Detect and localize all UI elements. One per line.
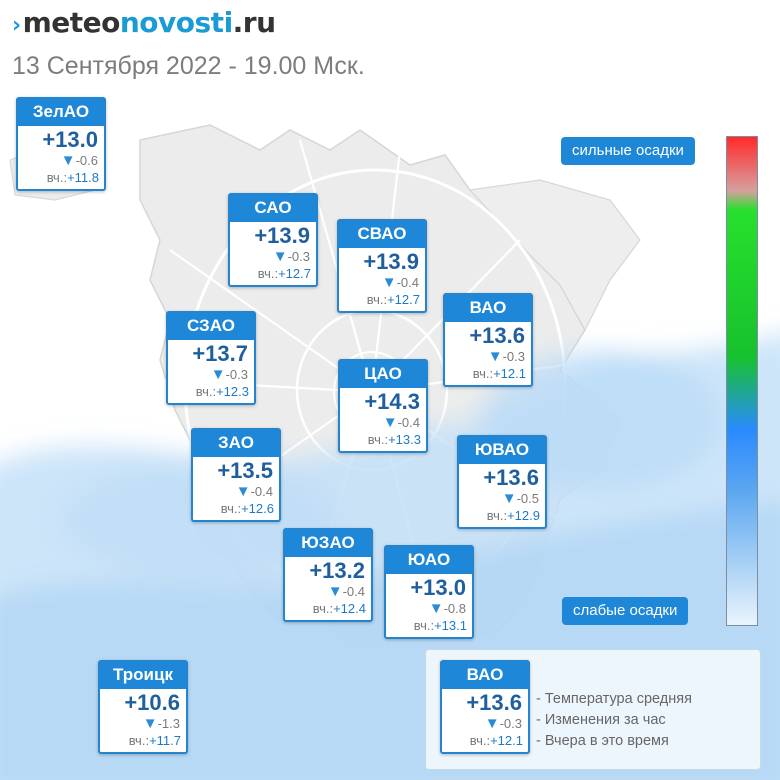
- hourly-change: ▼-0.4: [235, 483, 273, 500]
- yesterday-temperature: вч.:+12.3: [195, 384, 249, 399]
- district-name: ЦАО: [340, 361, 426, 388]
- yesterday-temperature: вч.:+13.3: [367, 432, 421, 447]
- district-card-cao: ЦАО +14.3 ▼-0.4 вч.:+13.3: [338, 359, 428, 453]
- down-triangle-icon: ▼: [272, 248, 288, 265]
- hourly-change: ▼-0.4: [382, 414, 420, 431]
- precipitation-colorbar: [726, 136, 758, 626]
- down-triangle-icon: ▼: [428, 600, 444, 617]
- down-triangle-icon: ▼: [142, 715, 158, 732]
- district-card-sao: САО +13.9 ▼-0.3 вч.:+12.7: [228, 193, 318, 287]
- temperature-average: +13.7: [192, 341, 248, 366]
- temperature-average: +13.9: [363, 249, 419, 274]
- legend-line-average: - Температура средняя: [536, 691, 692, 707]
- down-triangle-icon: ▼: [235, 483, 251, 500]
- down-triangle-icon: ▼: [381, 274, 397, 291]
- yesterday-temperature: вч.:+13.1: [413, 618, 467, 633]
- district-card-szao: СЗАО +13.7 ▼-0.3 вч.:+12.3: [166, 311, 256, 405]
- temperature-average: +14.3: [364, 389, 420, 414]
- district-name: ЮЗАО: [285, 530, 371, 557]
- logo-text-domain: .ru: [232, 6, 276, 39]
- site-logo[interactable]: ›meteonovosti.ru: [12, 6, 276, 39]
- down-triangle-icon: ▼: [210, 366, 226, 383]
- district-card-vao: ВАО +13.6 ▼-0.3 вч.:+12.1: [443, 293, 533, 387]
- temperature-average: +13.5: [217, 458, 273, 483]
- hourly-change: ▼-0.8: [428, 600, 466, 617]
- temperature-average: +13.6: [469, 323, 525, 348]
- legend-descriptions: - Температура средняя - Изменения за час…: [536, 689, 692, 752]
- down-triangle-icon: ▼: [60, 152, 76, 169]
- logo-mark-icon: ›: [12, 13, 21, 38]
- hourly-change: ▼-0.3: [487, 348, 525, 365]
- temperature-average: +13.9: [254, 223, 310, 248]
- hourly-change: ▼-0.3: [272, 248, 310, 265]
- logo-text-meteo: meteo: [22, 6, 121, 39]
- district-name: СВАО: [339, 221, 425, 248]
- district-name: ЮВАО: [459, 437, 545, 464]
- district-card-yuvao: ЮВАО +13.6 ▼-0.5 вч.:+12.9: [457, 435, 547, 529]
- temperature-average: +13.2: [309, 558, 365, 583]
- yesterday-temperature: вч.:+12.1: [469, 733, 523, 748]
- district-name: САО: [230, 195, 316, 222]
- scale-label-light: слабые осадки: [562, 597, 689, 625]
- yesterday-temperature: вч.:+12.1: [472, 366, 526, 381]
- temperature-average: +10.6: [124, 690, 180, 715]
- district-card-troitsk: Троицк +10.6 ▼-1.3 вч.:+11.7: [98, 660, 188, 754]
- yesterday-temperature: вч.:+11.7: [128, 733, 181, 748]
- date-time-subtitle: 13 Сентября 2022 - 19.00 Мск.: [12, 52, 365, 80]
- down-triangle-icon: ▼: [501, 490, 517, 507]
- down-triangle-icon: ▼: [484, 715, 500, 732]
- legend-panel: ВАО +13.6 ▼-0.3 вч.:+12.1 - Температура …: [425, 649, 761, 770]
- down-triangle-icon: ▼: [382, 414, 398, 431]
- yesterday-temperature: вч.:+12.4: [312, 601, 366, 616]
- temperature-average: +13.0: [42, 127, 98, 152]
- district-name: ВАО: [445, 295, 531, 322]
- yesterday-temperature: вч.:+12.6: [220, 501, 274, 516]
- yesterday-temperature: вч.:+12.7: [366, 292, 420, 307]
- hourly-change: ▼-0.4: [381, 274, 419, 291]
- district-name: ЗАО: [193, 430, 279, 457]
- district-name: ЮАО: [386, 547, 472, 574]
- yesterday-temperature: вч.:+12.9: [486, 508, 540, 523]
- scale-label-heavy: сильные осадки: [561, 137, 695, 165]
- district-card-yuao: ЮАО +13.0 ▼-0.8 вч.:+13.1: [384, 545, 474, 639]
- district-name: ЗелАО: [18, 99, 104, 126]
- yesterday-temperature: вч.:+11.8: [46, 170, 99, 185]
- temperature-average: +13.0: [410, 575, 466, 600]
- yesterday-temperature: вч.:+12.7: [257, 266, 311, 281]
- hourly-change: ▼-0.6: [60, 152, 98, 169]
- district-card-yuzao: ЮЗАО +13.2 ▼-0.4 вч.:+12.4: [283, 528, 373, 622]
- hourly-change: ▼-0.4: [327, 583, 365, 600]
- district-name: СЗАО: [168, 313, 254, 340]
- district-name: Троицк: [100, 662, 186, 689]
- legend-line-change: - Изменения за час: [536, 712, 666, 728]
- temperature-average: +13.6: [466, 690, 522, 715]
- legend-line-yesterday: - Вчера в это время: [536, 733, 669, 749]
- down-triangle-icon: ▼: [327, 583, 343, 600]
- temperature-average: +13.6: [483, 465, 539, 490]
- hourly-change: ▼-0.3: [210, 366, 248, 383]
- hourly-change: ▼-1.3: [142, 715, 180, 732]
- district-card-svao: СВАО +13.9 ▼-0.4 вч.:+12.7: [337, 219, 427, 313]
- legend-example-card: ВАО +13.6 ▼-0.3 вч.:+12.1: [440, 660, 530, 754]
- logo-text-novosti: novosti: [119, 6, 233, 39]
- district-card-zelao: ЗелАО +13.0 ▼-0.6 вч.:+11.8: [16, 97, 106, 191]
- hourly-change: ▼-0.3: [484, 715, 522, 732]
- hourly-change: ▼-0.5: [501, 490, 539, 507]
- district-name: ВАО: [442, 662, 528, 689]
- down-triangle-icon: ▼: [487, 348, 503, 365]
- city-area-east: [468, 179, 641, 332]
- district-card-zao: ЗАО +13.5 ▼-0.4 вч.:+12.6: [191, 428, 281, 522]
